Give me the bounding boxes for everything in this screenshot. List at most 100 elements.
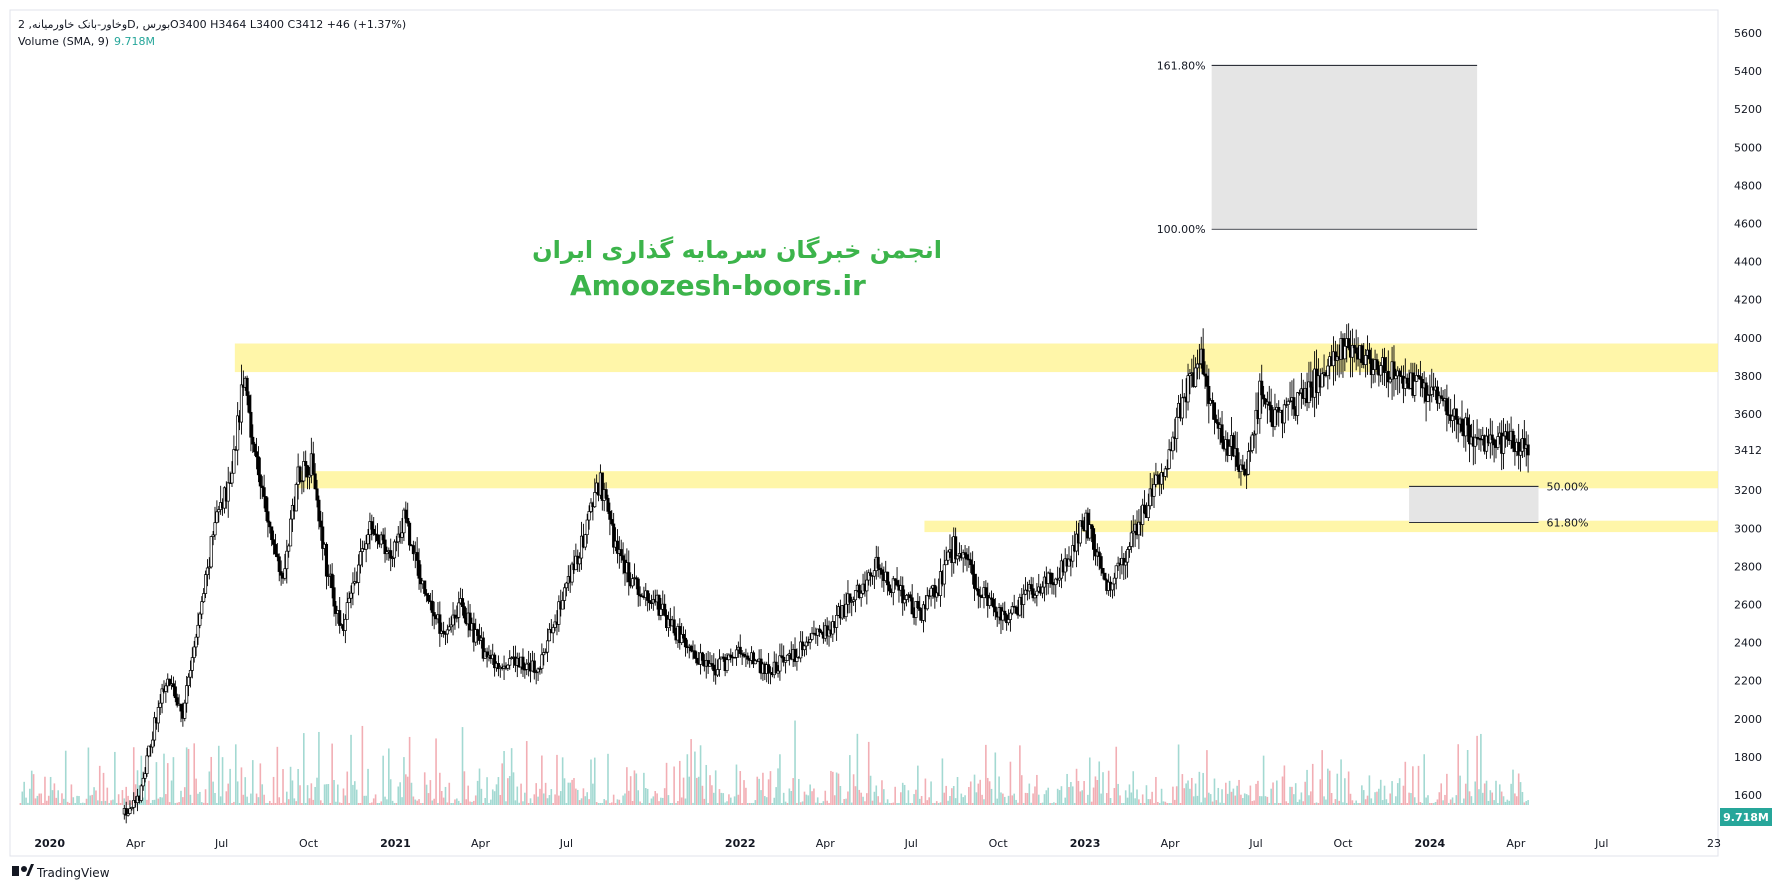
volume-bar [473, 800, 475, 805]
fib-box-2[interactable] [1409, 486, 1539, 523]
candle [457, 591, 461, 629]
volume-bar [678, 760, 681, 805]
candle [415, 537, 419, 576]
volume-bar [1381, 800, 1384, 805]
candle [334, 600, 338, 626]
candle [1058, 567, 1062, 587]
volume-bar [386, 799, 388, 805]
candle [1033, 593, 1037, 604]
candle [780, 643, 784, 659]
sr-zone-1[interactable] [234, 343, 1718, 373]
timezone-button[interactable]: 23 [1707, 837, 1721, 850]
volume-bar [988, 781, 991, 805]
candle [360, 540, 364, 568]
volume-bar [688, 776, 691, 805]
volume-bar [729, 797, 732, 805]
candle [1485, 427, 1489, 459]
volume-bar [149, 803, 152, 805]
volume-bar [161, 797, 163, 805]
volume-bar [1019, 745, 1021, 805]
volume-bar [595, 802, 598, 805]
volume-bar [393, 803, 396, 805]
volume-bar [168, 802, 171, 805]
volume-bar [735, 764, 738, 805]
fib-label-upper-2: 50.00% [1547, 480, 1589, 493]
volume-bar [539, 788, 541, 805]
candle [307, 466, 312, 490]
volume-bar [1149, 799, 1152, 805]
candle [562, 583, 567, 610]
candle [1029, 576, 1033, 595]
volume-bar [1225, 782, 1227, 805]
volume-bar [582, 788, 585, 805]
volume-bar [1017, 802, 1019, 805]
candle [1479, 429, 1483, 452]
volume-bar [1368, 775, 1371, 805]
fib-box-1[interactable] [1211, 65, 1478, 230]
x-tick-label: 2020 [34, 837, 65, 850]
candle [145, 747, 149, 777]
y-tick-label: 5400 [1734, 65, 1762, 78]
volume-bar [115, 803, 118, 805]
volume-bar [1100, 793, 1102, 805]
candle [289, 510, 293, 547]
volume-bar [1349, 793, 1352, 805]
candle [1282, 399, 1286, 434]
volume-bar [53, 783, 56, 805]
zones-layer [234, 343, 1719, 533]
candle [578, 552, 582, 572]
volume-bar [176, 802, 179, 805]
volume-bar [813, 788, 815, 805]
volume-bar [325, 784, 328, 805]
candle [1492, 437, 1496, 463]
x-axis: 2020 Apr Jul Oct 2021 Apr Jul 2022 Apr Jul Oct 2023… [34, 837, 1608, 850]
volume-bar [1134, 798, 1136, 805]
sr-zone-2[interactable] [298, 471, 1719, 489]
volume-bar [344, 795, 347, 805]
candle [733, 656, 737, 659]
x-tick-label: Jul [1594, 837, 1608, 850]
candle [1519, 438, 1523, 472]
sr-zone-3[interactable] [924, 520, 1718, 533]
volume-bar [1068, 786, 1070, 805]
candle [742, 651, 746, 659]
volume-bar [622, 795, 624, 805]
volume-bar [1476, 735, 1478, 805]
volume-bar [597, 803, 600, 805]
volume-bar [1310, 791, 1312, 805]
volume-bar [824, 790, 827, 805]
volume-bar [541, 755, 543, 805]
volume-bar [739, 771, 742, 805]
volume-bar [633, 770, 636, 805]
volume-bar [117, 794, 120, 805]
volume-bar [278, 797, 281, 805]
volume-bar [1461, 803, 1463, 805]
volume-bar [1234, 795, 1237, 805]
volume-bar [964, 795, 966, 805]
volume-bar [1313, 803, 1316, 805]
candle [1392, 345, 1396, 397]
candle [268, 520, 272, 534]
volume-bar [274, 803, 277, 805]
volume-bar [1321, 750, 1323, 805]
candle [1496, 426, 1500, 451]
candle [1250, 432, 1254, 454]
candle [610, 509, 614, 526]
ohlc-readout: O3400 H3464 L3400 C3412 +46 (+1.37%) [170, 18, 406, 31]
candle [782, 645, 786, 667]
volume-bar [593, 757, 596, 805]
volume-bar [886, 799, 889, 805]
candle [1001, 602, 1005, 631]
volume-bar [1026, 793, 1029, 805]
volume-bar [1327, 768, 1329, 805]
volume-bar [1264, 796, 1267, 805]
candle [583, 533, 587, 551]
candle [349, 585, 353, 609]
tradingview-logo[interactable]: TradingView [12, 864, 110, 880]
candle [876, 546, 880, 578]
volume-bar [714, 770, 717, 805]
volume-bar [1141, 794, 1144, 805]
candle [1099, 553, 1103, 576]
volume-bar [1389, 793, 1391, 805]
